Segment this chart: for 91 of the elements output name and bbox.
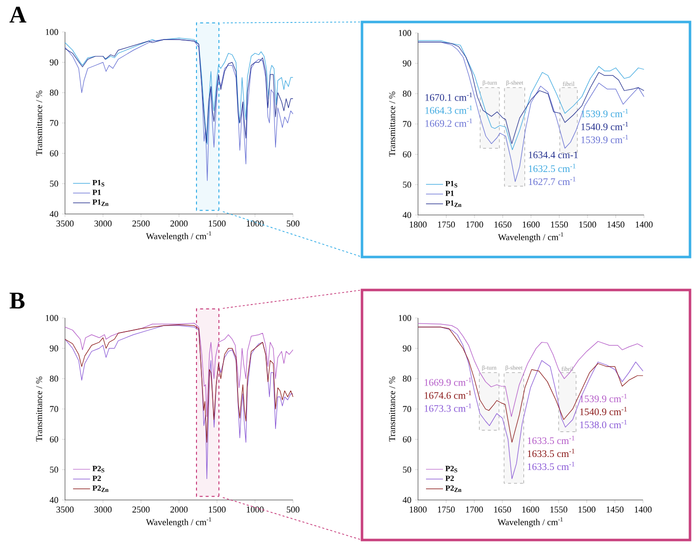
x-tick-label: 1700 bbox=[466, 506, 483, 513]
x-tick-label: 1450 bbox=[608, 222, 624, 228]
y-axis-title: Transmittance / % bbox=[36, 90, 42, 156]
x-tick-label: 1800 bbox=[410, 506, 427, 513]
y-tick-label: 50 bbox=[403, 182, 412, 188]
annotation: 1538.0 cm$^{-1}$ bbox=[580, 420, 627, 428]
x-tick-label: 1600 bbox=[522, 506, 540, 513]
y-tick-label: 50 bbox=[50, 180, 58, 187]
line-series bbox=[64, 322, 294, 417]
y-tick-label: 40 bbox=[402, 212, 412, 218]
x-tick-label: 1000 bbox=[246, 220, 264, 227]
annotation: 1669.9 cm$^{-1}$ bbox=[424, 378, 472, 386]
line-series bbox=[418, 323, 644, 417]
y-tick-label: 90 bbox=[402, 345, 412, 352]
y-tick-label: 80 bbox=[402, 90, 412, 97]
x-tick-label: 2000 bbox=[170, 506, 188, 513]
y-tick-label: 50 bbox=[403, 466, 412, 473]
x-axis-title: Wavelength / cm$^{-1}$ bbox=[146, 517, 212, 528]
x-tick-label: 1400 bbox=[636, 222, 653, 228]
annotation: 1669.2 cm$^{-1}$ bbox=[425, 118, 472, 127]
x-axis-title: Wavelength / cm$^{-1}$ bbox=[498, 232, 564, 242]
annotation: 1540.9 cm$^{-1}$ bbox=[580, 406, 627, 416]
annotation: 1633.5 cm$^{-1}$ bbox=[528, 448, 574, 458]
y-tick-label: 90 bbox=[402, 60, 412, 66]
annotation: 1633.5 cm$^{-1}$ bbox=[528, 462, 574, 470]
x-tick-label: 2000 bbox=[170, 220, 188, 227]
x-tick-label: 1750 bbox=[438, 506, 455, 513]
y-axis-title: Transmittance / % bbox=[36, 376, 42, 442]
x-tick-label: 3500 bbox=[56, 220, 74, 227]
y-tick-label: 40 bbox=[402, 496, 412, 504]
y-axis-title: Transmittance / % bbox=[389, 92, 396, 157]
y-tick-label: 50 bbox=[50, 466, 58, 473]
x-tick-label: 500 bbox=[286, 220, 300, 227]
y-tick-label: 100 bbox=[398, 314, 412, 322]
x-tick-label: 3500 bbox=[56, 506, 74, 513]
y-tick-label: 40 bbox=[50, 496, 58, 504]
x-tick-label: 1500 bbox=[208, 506, 226, 513]
x-tick-label: 1450 bbox=[606, 506, 624, 513]
y-tick-label: 70 bbox=[50, 120, 58, 126]
y-tick-label: 90 bbox=[50, 59, 58, 66]
annotation: 1540.9 cm$^{-1}$ bbox=[581, 122, 628, 130]
x-tick-label: 1750 bbox=[438, 222, 455, 228]
annotation: 1539.9 cm$^{-1}$ bbox=[581, 108, 628, 118]
y-tick-label: 60 bbox=[50, 150, 58, 156]
x-tick-label: 2500 bbox=[132, 506, 150, 513]
y-tick-label: 80 bbox=[50, 90, 58, 96]
y-axis-title: Transmittance / % bbox=[389, 376, 396, 442]
chart-title: A bbox=[9, 6, 26, 22]
annotation: 1627.7 cm$^{-1}$ bbox=[528, 176, 576, 186]
x-tick-label: 1500 bbox=[578, 506, 596, 513]
y-tick-label: 70 bbox=[403, 120, 412, 128]
x-axis-title: Wavelength / cm$^{-1}$ bbox=[146, 231, 212, 242]
line-series bbox=[64, 39, 294, 181]
x-tick-label: 1800 bbox=[410, 222, 427, 228]
x-tick-label: 3000 bbox=[94, 220, 112, 227]
y-tick-label: 90 bbox=[50, 345, 58, 352]
annotation: 1674.6 cm$^{-1}$ bbox=[424, 390, 472, 399]
x-tick-label: 500 bbox=[286, 506, 300, 513]
y-tick-label: 80 bbox=[50, 376, 58, 382]
y-tick-label: 60 bbox=[402, 436, 412, 442]
y-tick-label: 40 bbox=[50, 210, 58, 218]
y-tick-label: 100 bbox=[398, 30, 412, 36]
x-tick-label: 2500 bbox=[132, 220, 150, 227]
y-tick-label: 60 bbox=[402, 151, 412, 158]
annotation: 1539.9 cm$^{-1}$ bbox=[581, 134, 628, 144]
x-tick-label: 1500 bbox=[579, 222, 596, 228]
y-tick-label: 100 bbox=[46, 28, 58, 36]
y-tick-label: 60 bbox=[50, 436, 58, 442]
x-tick-label: 1700 bbox=[466, 222, 484, 228]
y-tick-label: 80 bbox=[402, 376, 412, 382]
x-tick-label: 1650 bbox=[494, 506, 512, 513]
annotation: 1539.9 cm$^{-1}$ bbox=[580, 394, 627, 402]
y-tick-label: 100 bbox=[46, 314, 58, 322]
x-tick-label: 1400 bbox=[634, 506, 652, 513]
x-tick-label: 1600 bbox=[522, 222, 540, 228]
x-tick-label: 1650 bbox=[494, 222, 512, 228]
y-tick-label: 70 bbox=[403, 406, 412, 412]
chart-title: B bbox=[10, 292, 25, 308]
annotation: 1633.5 cm$^{-1}$ bbox=[528, 436, 574, 444]
x-axis-title: Wavelength / cm$^{-1}$ bbox=[498, 517, 563, 528]
x-tick-label: 1000 bbox=[246, 506, 264, 513]
annotation: 1634.4 cm-1 bbox=[528, 152, 578, 158]
annotation: 1670.1 cm$^{-1}$ bbox=[425, 92, 472, 101]
annotation: 1673.3 cm$^{-1}$ bbox=[424, 404, 472, 412]
y-tick-label: 70 bbox=[50, 406, 58, 412]
x-tick-label: 1500 bbox=[208, 220, 226, 227]
x-tick-label: 3000 bbox=[94, 506, 112, 513]
x-tick-label: 1550 bbox=[551, 222, 568, 228]
annotation: 1632.5 cm$^{-1}$ bbox=[528, 164, 576, 172]
annotation: 1664.3 cm$^{-1}$ bbox=[425, 106, 472, 114]
x-tick-label: 1550 bbox=[550, 506, 568, 513]
